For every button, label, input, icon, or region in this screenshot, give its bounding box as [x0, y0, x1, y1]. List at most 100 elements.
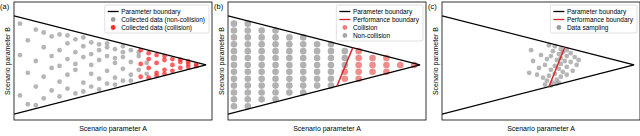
- data-point: [81, 35, 86, 40]
- data-point: [564, 54, 569, 59]
- data-point: [89, 63, 94, 68]
- data-point: [89, 71, 94, 76]
- legend-label: Non-collision: [353, 32, 391, 39]
- data-point: [97, 48, 102, 53]
- data-point: [272, 69, 279, 76]
- data-point: [272, 82, 279, 89]
- legend-label: Data sampling: [567, 24, 609, 32]
- data-point: [18, 53, 23, 58]
- data-point: [105, 54, 110, 59]
- data-point: [128, 72, 133, 77]
- plot-frame: [14, 2, 212, 120]
- legend-label: Parameter boundary: [567, 8, 627, 16]
- data-point: [57, 94, 62, 99]
- data-point: [33, 59, 38, 64]
- data-point: [258, 34, 265, 41]
- data-point: [300, 55, 307, 62]
- data-point: [286, 69, 293, 76]
- legend-label: Performance boundary: [353, 16, 420, 24]
- data-point: [121, 78, 126, 83]
- data-point: [170, 63, 175, 68]
- data-point: [231, 69, 238, 76]
- legend-box: [550, 5, 637, 33]
- data-point: [105, 41, 110, 46]
- data-point: [73, 91, 78, 96]
- data-point: [369, 55, 376, 62]
- data-point: [105, 68, 110, 73]
- legend-marker: [111, 25, 116, 30]
- data-point: [245, 96, 252, 103]
- data-point: [138, 74, 143, 79]
- data-point: [49, 88, 54, 93]
- data-point: [146, 51, 151, 56]
- data-point: [245, 82, 252, 89]
- data-point: [245, 69, 252, 76]
- panel-label: (b): [214, 2, 224, 11]
- data-point: [41, 74, 46, 79]
- data-point: [89, 84, 94, 89]
- data-point: [286, 34, 293, 41]
- data-point: [138, 62, 143, 67]
- y-axis-label: Scenario parameter B: [218, 27, 226, 95]
- data-point: [113, 75, 118, 80]
- legend: Parameter boundaryPerformance boundaryCo…: [336, 5, 423, 41]
- data-point: [105, 81, 110, 86]
- data-point: [25, 38, 30, 43]
- data-point: [231, 82, 238, 89]
- data-point: [549, 67, 554, 72]
- data-point: [383, 62, 390, 69]
- data-point: [73, 62, 78, 67]
- data-point: [245, 27, 252, 34]
- legend-line: [553, 11, 564, 12]
- data-point: [535, 72, 540, 77]
- legend-label: Parameter boundary: [353, 8, 413, 16]
- data-point: [342, 48, 349, 55]
- data-point: [300, 69, 307, 76]
- legend-marker: [556, 25, 561, 30]
- panel: (a)Scenario parameter AScenario paramete…: [0, 2, 212, 133]
- data-point: [25, 70, 30, 75]
- data-point: [113, 47, 118, 52]
- data-point: [154, 53, 159, 58]
- data-point: [537, 65, 542, 70]
- data-point: [314, 62, 321, 69]
- legend-label: Performance boundary: [567, 16, 634, 24]
- data-point: [231, 20, 238, 27]
- data-point: [272, 41, 279, 48]
- data-point: [529, 48, 534, 53]
- data-point: [286, 89, 293, 96]
- data-point: [539, 53, 544, 58]
- data-point: [73, 37, 78, 42]
- panel-label: (a): [0, 2, 10, 11]
- data-point: [245, 75, 252, 82]
- data-point: [231, 55, 238, 62]
- data-point: [178, 65, 183, 70]
- data-point: [543, 63, 548, 68]
- data-point: [18, 93, 23, 98]
- data-point: [258, 96, 265, 103]
- data-point: [300, 48, 307, 55]
- data-point: [576, 58, 581, 63]
- data-point: [328, 62, 335, 69]
- data-point: [258, 48, 265, 55]
- data-point: [572, 55, 577, 60]
- data-point: [355, 55, 362, 62]
- boundary-line: [442, 16, 634, 114]
- data-point: [397, 62, 404, 69]
- legend-marker: [342, 25, 347, 30]
- data-point: [258, 62, 265, 69]
- data-point: [568, 51, 573, 56]
- y-axis-label: Scenario parameter B: [4, 27, 12, 95]
- plot-background: [228, 2, 426, 120]
- data-point: [355, 69, 362, 76]
- data-point: [81, 89, 86, 94]
- plot-background: [14, 2, 212, 120]
- legend-line: [108, 11, 119, 12]
- data-point: [121, 50, 126, 55]
- legend-label: Collected data (non-collision): [121, 16, 205, 24]
- data-point: [300, 41, 307, 48]
- data-point: [89, 40, 94, 45]
- data-point: [146, 65, 151, 70]
- data-point: [272, 55, 279, 62]
- data-point: [564, 72, 569, 77]
